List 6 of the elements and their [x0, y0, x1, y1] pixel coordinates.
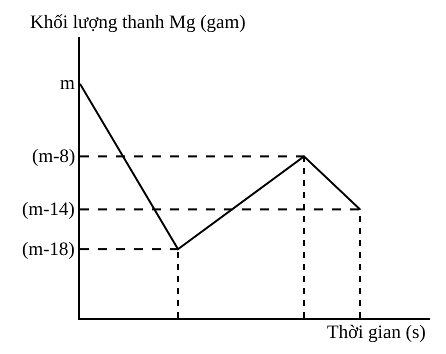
- x-axis-title: Thời gian (s): [327, 322, 426, 343]
- ref-line-label: (m-18): [22, 239, 75, 260]
- text: m: [60, 73, 75, 94]
- ref-line-label: (m-8): [32, 146, 76, 167]
- ref-line-label: (m-14): [22, 199, 75, 220]
- y-axis-title: Khối lượng thanh Mg (gam): [30, 12, 246, 33]
